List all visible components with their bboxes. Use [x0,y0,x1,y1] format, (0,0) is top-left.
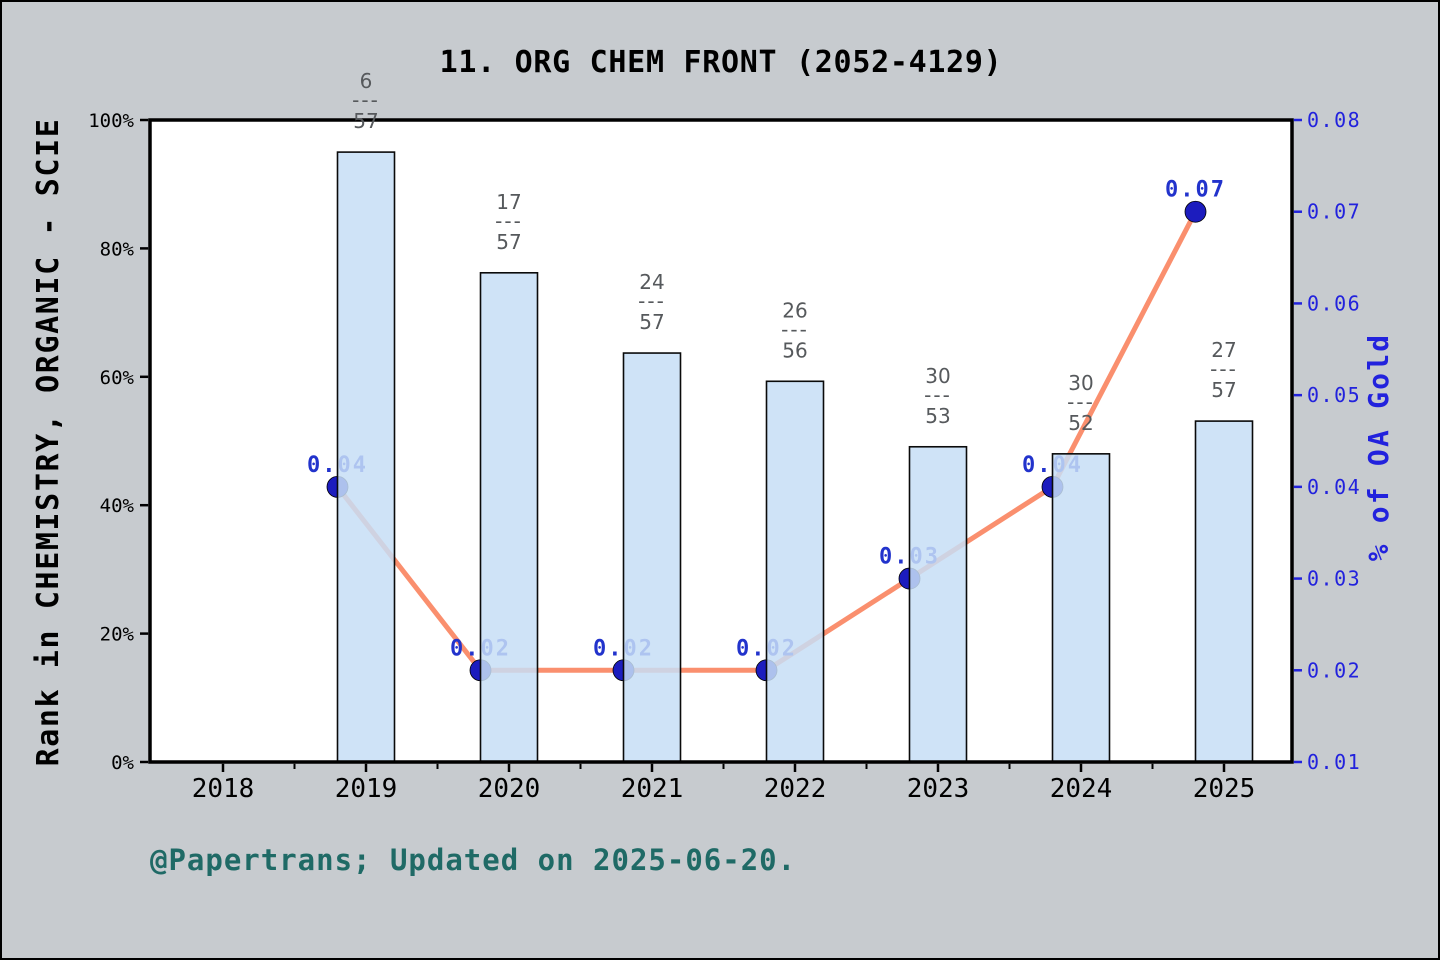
right-tick-label-0.08: 0.08 [1307,108,1361,132]
x-tick-label-2018: 2018 [192,774,255,804]
rank-numerator-2020: 17 [496,190,521,214]
right-tick-label-0.03: 0.03 [1307,567,1361,591]
rank-divider-2025: --- [1210,357,1238,381]
bar-2022 [765,380,825,763]
bar-2020 [479,271,539,763]
plot-layer: 0.040.020.020.020.030.040.07201820192020… [88,69,1361,804]
rank-denominator-2024: 52 [1068,411,1093,435]
rank-divider-2024: --- [1067,390,1095,414]
x-tick-label-2019: 2019 [335,774,398,804]
bar-2024 [1051,453,1111,763]
plot-border [148,118,1294,764]
plot-area [150,120,1292,762]
rank-numerator-2024: 30 [1068,371,1093,395]
rank-numerator-2021: 24 [639,270,664,294]
rank-denominator-2019: 57 [353,109,378,133]
rank-divider-2019: --- [352,88,380,112]
line-point-2025 [1184,200,1207,223]
rank-numerator-2023: 30 [925,364,950,388]
x-tick-label-2025: 2025 [1193,774,1256,804]
rank-divider-2021: --- [638,289,666,313]
right-tick-label-0.05: 0.05 [1307,383,1361,407]
rank-divider-2023: --- [924,383,952,407]
rank-denominator-2020: 57 [496,230,521,254]
chart-title: 11. ORG CHEM FRONT (2052-4129) [440,45,1003,80]
x-tick-label-2020: 2020 [478,774,541,804]
right-tick-label-0.06: 0.06 [1307,291,1361,315]
rank-denominator-2025: 57 [1211,378,1236,402]
rank-numerator-2022: 26 [782,298,807,322]
right-axis-title: % of OA Gold [1362,333,1395,562]
bar-2023 [908,445,968,763]
right-tick-label-0.07: 0.07 [1307,200,1361,224]
rank-denominator-2022: 56 [782,338,807,362]
right-tick-label-0.04: 0.04 [1307,475,1361,499]
rank-divider-2020: --- [495,209,523,233]
right-tick-label-0.02: 0.02 [1307,658,1361,682]
left-tick-label-40: 40% [100,495,135,517]
rank-denominator-2021: 57 [639,310,664,334]
left-tick-label-60: 60% [100,367,135,389]
x-tick-label-2024: 2024 [1050,774,1113,804]
bar-2019 [336,151,396,763]
left-axis-title: Rank in CHEMISTRY, ORGANIC - SCIE [31,118,66,767]
rank-numerator-2025: 27 [1211,338,1236,362]
right-tick-label-0.01: 0.01 [1307,750,1361,774]
caption: @Papertrans; Updated on 2025-06-20. [150,843,796,877]
left-tick-label-0: 0% [111,752,134,774]
left-tick-label-20: 20% [100,624,135,646]
rank-numerator-2019: 6 [360,69,373,93]
rank-denominator-2023: 53 [925,404,950,428]
left-tick-label-80: 80% [100,238,135,260]
rank-divider-2022: --- [781,317,809,341]
bar-2025 [1194,420,1254,763]
x-tick-label-2021: 2021 [621,774,684,804]
left-tick-label-100: 100% [88,110,134,132]
point-label-2025: 0.07 [1165,178,1226,203]
x-tick-label-2023: 2023 [907,774,970,804]
bar-2021 [622,352,682,763]
x-tick-label-2022: 2022 [764,774,827,804]
